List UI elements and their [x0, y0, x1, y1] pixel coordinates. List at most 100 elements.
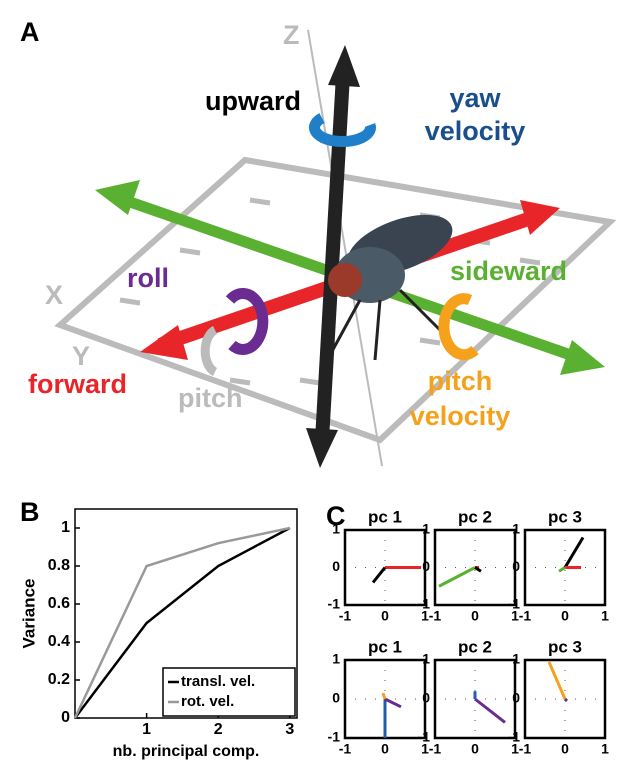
label-pitch: pitch [178, 383, 243, 413]
legend-label: rot. vel. [181, 693, 234, 710]
axis-name: Y [72, 341, 90, 371]
series-line [371, 566, 387, 584]
x-tick-label: 0 [561, 608, 569, 624]
plot-frame [343, 528, 427, 607]
x-tick-label: 1 [511, 741, 519, 757]
y-tick-label: 0.6 [48, 595, 70, 612]
y-tick-label: -1 [418, 729, 431, 745]
plot-frame [433, 658, 517, 740]
series-line [73, 526, 291, 719]
y-tick-label: 0 [512, 690, 520, 706]
legend-label: transl. vel. [181, 673, 255, 690]
y-tick-label: 0 [61, 709, 70, 726]
series-line [547, 661, 567, 700]
x-tick-label: 1 [421, 741, 429, 757]
panel-letter: A [20, 17, 40, 47]
plot-frame [74, 508, 298, 719]
axis-name: Z [283, 20, 300, 50]
upward-arrow [315, 74, 350, 441]
arrow-head [560, 340, 605, 375]
x-tick-label: -1 [519, 608, 532, 624]
plot-frame [523, 658, 607, 740]
y-tick-label: -1 [328, 596, 341, 612]
x-tick-label: 1 [511, 608, 519, 624]
yaw-rotation [309, 113, 376, 148]
plot-title: pc 3 [548, 507, 582, 526]
y-tick-label: 1 [61, 519, 70, 536]
arrow-head [140, 325, 188, 360]
arrow-head [306, 428, 338, 468]
series-line [474, 566, 482, 573]
x-tick-label: 0 [381, 608, 389, 624]
label-roll: roll [127, 263, 169, 293]
x-tick-label: 1 [601, 608, 609, 624]
y-tick-label: 1 [422, 651, 430, 667]
plot-title: pc 2 [458, 637, 492, 656]
pitch-velocity-rotation [438, 293, 479, 361]
y-tick-label: -1 [508, 729, 521, 745]
label-pitch-velocity: velocity [410, 401, 511, 431]
y-tick-label: 0.2 [48, 671, 70, 688]
series-line [381, 692, 387, 700]
panel-letter: B [20, 497, 40, 527]
x-tick-label: 2 [214, 721, 223, 738]
y-tick-label: -1 [328, 729, 341, 745]
y-axis-label: Variance [19, 579, 38, 649]
plot-title: pc 3 [548, 637, 582, 656]
arrow-head [520, 200, 560, 235]
x-tick-label: 0 [471, 608, 479, 624]
series-line [558, 566, 566, 573]
y-tick-label: 1 [332, 651, 340, 667]
plot-title: pc 1 [368, 507, 402, 526]
x-tick-label: 1 [142, 721, 151, 738]
fly [328, 214, 453, 361]
y-tick-label: 0 [422, 558, 430, 574]
label-yaw: velocity [425, 116, 526, 146]
x-tick-label: -1 [339, 608, 352, 624]
x-tick-label: 3 [285, 721, 294, 738]
label-yaw: yaw [449, 83, 501, 113]
y-tick-label: 1 [422, 521, 430, 537]
x-tick-label: -1 [519, 741, 532, 757]
y-tick-label: 0 [512, 558, 520, 574]
label-sideward: sideward [450, 256, 567, 286]
legend-box [162, 667, 296, 717]
panel-letter: C [326, 501, 346, 531]
series-line [563, 536, 585, 569]
x-axis-label: nb. principal comp. [113, 743, 260, 760]
y-tick-label: 1 [512, 521, 520, 537]
panel-a-diagram: A Z X Y upward yaw velocity roll sidewar… [20, 17, 617, 468]
plot-frame [433, 528, 517, 607]
label-forward: forward [28, 369, 127, 399]
x-tick-label: 1 [601, 741, 609, 757]
y-tick-label: 0.8 [48, 557, 70, 574]
y-tick-label: 1 [332, 521, 340, 537]
x-tick-label: 0 [471, 741, 479, 757]
y-tick-label: 0 [332, 558, 340, 574]
series-line [438, 566, 476, 588]
plot-title: pc 2 [458, 507, 492, 526]
label-pitch-velocity: pitch [428, 366, 493, 396]
y-tick-label: 0 [332, 690, 340, 706]
series-line [474, 697, 506, 724]
x-tick-label: 0 [561, 741, 569, 757]
y-tick-label: -1 [508, 596, 521, 612]
y-tick-label: -1 [418, 596, 431, 612]
plot-frame [523, 528, 607, 607]
series-line [74, 526, 291, 719]
arrow-head [95, 180, 140, 215]
x-tick-label: -1 [429, 608, 442, 624]
y-tick-label: 0 [422, 690, 430, 706]
y-tick-label: 0.4 [48, 633, 70, 650]
roll-rotation [225, 288, 269, 355]
arrow-head [328, 45, 360, 87]
x-tick-label: -1 [339, 741, 352, 757]
x-tick-label: -1 [429, 741, 442, 757]
plot-title: pc 1 [368, 637, 402, 656]
pitch-rotation [200, 325, 218, 377]
label-upward: upward [205, 86, 301, 116]
x-tick-label: 1 [421, 608, 429, 624]
axis-name: X [45, 280, 63, 310]
y-tick-label: 1 [512, 651, 520, 667]
